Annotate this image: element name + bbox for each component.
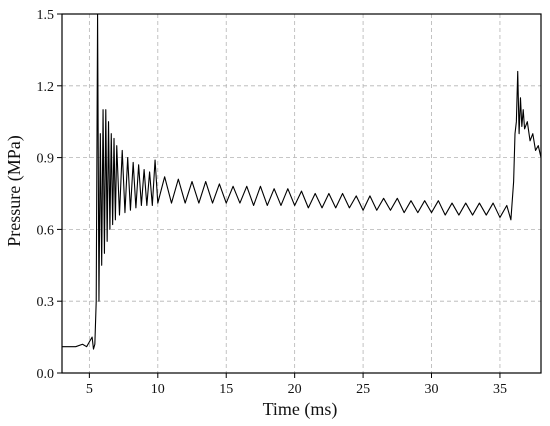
ticks	[57, 13, 501, 378]
tick-labels: 5 10 15 20 25 30 35 0.0 0.3 0.6 0.9 1.2 1.5	[37, 8, 507, 397]
x-tick-label: 5	[86, 382, 93, 397]
grid	[62, 13, 541, 374]
y-tick-label: 1.5	[37, 8, 55, 23]
x-axis-label: Time (ms)	[263, 399, 338, 420]
plot-frame	[61, 13, 542, 374]
x-tick-label: 30	[425, 382, 439, 397]
series-group	[62, 13, 542, 350]
y-tick-label: 1.2	[37, 80, 55, 95]
x-tick-label: 15	[219, 382, 233, 397]
y-tick-label: 0.9	[37, 152, 55, 167]
y-tick-label: 0.0	[37, 367, 55, 382]
y-tick-label: 0.3	[37, 295, 55, 310]
x-tick-label: 35	[493, 382, 507, 397]
y-tick-label: 0.6	[37, 223, 55, 238]
x-tick-label: 20	[288, 382, 302, 397]
series-line	[62, 13, 542, 350]
x-tick-label: 25	[356, 382, 370, 397]
y-axis-label: Pressure (MPa)	[4, 135, 25, 246]
x-tick-label: 10	[151, 382, 165, 397]
